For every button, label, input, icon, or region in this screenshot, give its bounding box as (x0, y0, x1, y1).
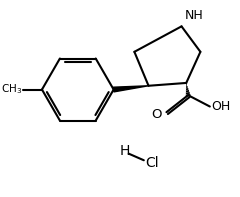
Polygon shape (113, 86, 149, 92)
Text: Cl: Cl (146, 156, 159, 170)
Text: H: H (120, 144, 130, 158)
Text: O: O (151, 108, 162, 121)
Text: NH: NH (184, 9, 203, 22)
Text: CH$_3$: CH$_3$ (1, 83, 22, 97)
Text: OH: OH (212, 100, 231, 113)
